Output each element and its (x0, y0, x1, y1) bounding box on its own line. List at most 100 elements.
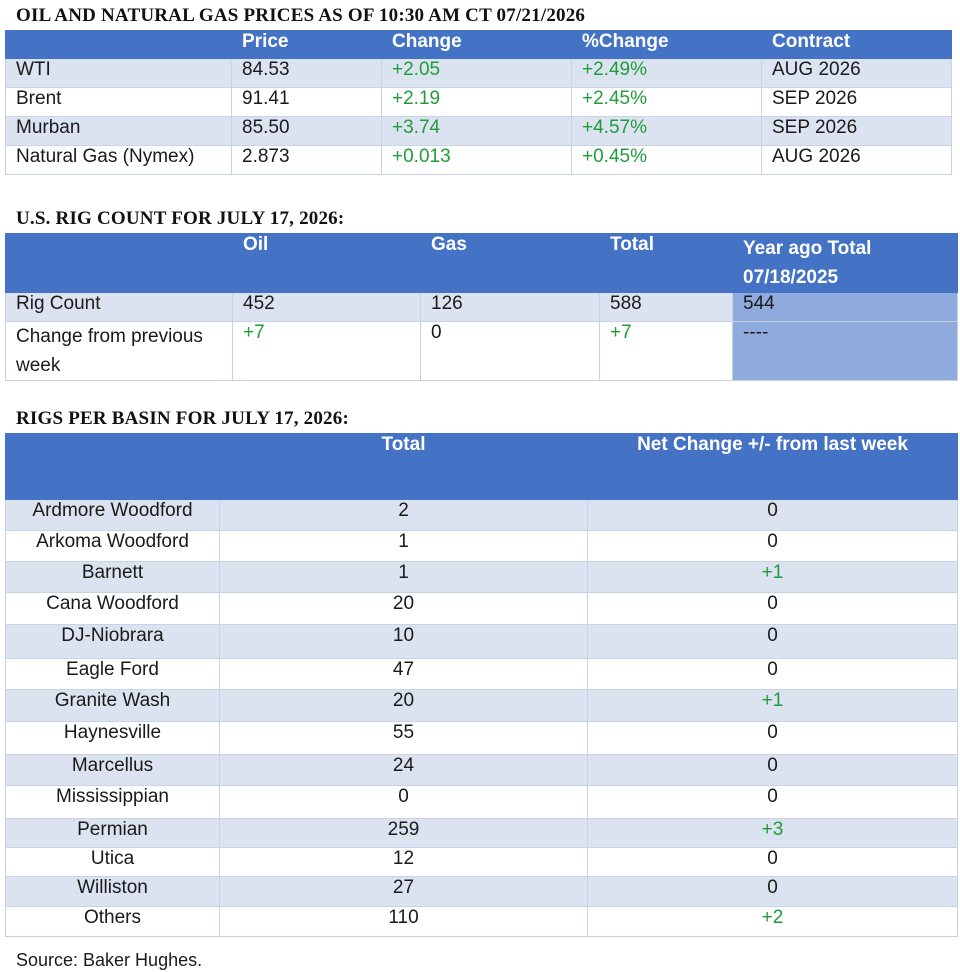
table-row: Ardmore Woodford 2 0 (5, 499, 958, 531)
basin-total: 1 (219, 530, 588, 562)
basin-name: Utica (5, 847, 220, 877)
basin-change: 0 (587, 624, 958, 659)
rig-oil: 452 (232, 292, 421, 322)
rigcount-table: Oil Gas Total Year ago Total 07/18/2025 … (5, 233, 958, 381)
basin-change: 0 (587, 499, 958, 531)
basin-name: Others (5, 906, 220, 937)
basin-name: DJ-Niobrara (5, 624, 220, 659)
price-pctchange: +2.49% (571, 58, 762, 88)
basin-total: 1 (219, 561, 588, 593)
basin-name: Haynesville (5, 721, 220, 755)
basin-name: Barnett (5, 561, 220, 593)
price-contract: AUG 2026 (761, 58, 952, 88)
prices-heading: OIL AND NATURAL GAS PRICES AS OF 10:30 A… (16, 5, 586, 26)
basin-change: 0 (587, 785, 958, 819)
basin-name: Mississippian (5, 785, 220, 819)
basin-total: 2 (219, 499, 588, 531)
price-name: Murban (5, 116, 232, 146)
basin-change: 0 (587, 658, 958, 690)
rigcount-header-row: Oil Gas Total Year ago Total 07/18/2025 (5, 233, 958, 293)
table-row: Arkoma Woodford 1 0 (5, 530, 958, 562)
basin-change: +1 (587, 561, 958, 593)
table-row: Others 110 +2 (5, 906, 958, 937)
price-value: 84.53 (231, 58, 382, 88)
basin-total: 12 (219, 847, 588, 877)
price-value: 2.873 (231, 145, 382, 175)
prices-header-contract: Contract (761, 30, 952, 59)
rig-total: +7 (599, 321, 733, 381)
prices-header-pctchange: %Change (571, 30, 762, 59)
rig-label: Rig Count (5, 292, 233, 322)
basin-total: 10 (219, 624, 588, 659)
basin-name: Permian (5, 818, 220, 848)
price-change: +0.013 (381, 145, 572, 175)
basin-total: 0 (219, 785, 588, 819)
prices-header-label (5, 30, 232, 59)
table-row: Murban 85.50 +3.74 +4.57% SEP 2026 (5, 116, 952, 146)
basins-header-netchange: Net Change +/- from last week (587, 433, 958, 500)
basin-change: 0 (587, 592, 958, 625)
table-row: Eagle Ford 47 0 (5, 658, 958, 690)
basin-total: 27 (219, 876, 588, 907)
table-row: Marcellus 24 0 (5, 754, 958, 786)
rigcount-header-oil: Oil (232, 233, 421, 293)
basins-header-label (5, 433, 220, 500)
basins-header-total: Total (219, 433, 588, 500)
rigcount-heading: U.S. RIG COUNT FOR JULY 17, 2026: (16, 208, 345, 229)
table-row: Rig Count 452 126 588 544 (5, 292, 958, 322)
price-pctchange: +2.45% (571, 87, 762, 117)
basin-total: 47 (219, 658, 588, 690)
rigcount-header-total: Total (599, 233, 733, 293)
prices-header-price: Price (231, 30, 382, 59)
table-row: Cana Woodford 20 0 (5, 592, 958, 625)
basin-name: Eagle Ford (5, 658, 220, 690)
basin-change: +3 (587, 818, 958, 848)
basin-change: 0 (587, 876, 958, 907)
basin-change: +1 (587, 689, 958, 722)
basin-total: 55 (219, 721, 588, 755)
basin-change: +2 (587, 906, 958, 937)
price-value: 91.41 (231, 87, 382, 117)
price-contract: SEP 2026 (761, 87, 952, 117)
price-name: Natural Gas (Nymex) (5, 145, 232, 175)
price-pctchange: +4.57% (571, 116, 762, 146)
price-name: WTI (5, 58, 232, 88)
basin-total: 24 (219, 754, 588, 786)
basin-name: Ardmore Woodford (5, 499, 220, 531)
basin-name: Granite Wash (5, 689, 220, 722)
basin-change: 0 (587, 754, 958, 786)
basin-name: Arkoma Woodford (5, 530, 220, 562)
price-value: 85.50 (231, 116, 382, 146)
rig-yearago: 544 (732, 292, 958, 322)
rig-label: Change from previous week (5, 321, 233, 381)
table-row: DJ-Niobrara 10 0 (5, 624, 958, 659)
price-contract: SEP 2026 (761, 116, 952, 146)
table-row: Natural Gas (Nymex) 2.873 +0.013 +0.45% … (5, 145, 952, 175)
prices-header-change: Change (381, 30, 572, 59)
prices-table: Price Change %Change Contract WTI 84.53 … (5, 30, 952, 175)
rig-yearago: ---- (732, 321, 958, 381)
price-name: Brent (5, 87, 232, 117)
rig-gas: 126 (420, 292, 600, 322)
table-row: Mississippian 0 0 (5, 785, 958, 819)
source-note: Source: Baker Hughes. (16, 950, 203, 970)
table-row: Change from previous week +7 0 +7 ---- (5, 321, 958, 381)
price-change: +3.74 (381, 116, 572, 146)
price-change: +2.05 (381, 58, 572, 88)
price-pctchange: +0.45% (571, 145, 762, 175)
basin-total: 259 (219, 818, 588, 848)
rig-gas: 0 (420, 321, 600, 381)
basin-total: 20 (219, 689, 588, 722)
price-change: +2.19 (381, 87, 572, 117)
rig-total: 588 (599, 292, 733, 322)
table-row: Granite Wash 20 +1 (5, 689, 958, 722)
table-row: Williston 27 0 (5, 876, 958, 907)
basin-name: Marcellus (5, 754, 220, 786)
basin-name: Williston (5, 876, 220, 907)
rigcount-header-yearago: Year ago Total 07/18/2025 (732, 233, 958, 293)
table-row: Permian 259 +3 (5, 818, 958, 848)
table-row: Brent 91.41 +2.19 +2.45% SEP 2026 (5, 87, 952, 117)
basin-change: 0 (587, 721, 958, 755)
table-row: Utica 12 0 (5, 847, 958, 877)
rigcount-header-gas: Gas (420, 233, 600, 293)
